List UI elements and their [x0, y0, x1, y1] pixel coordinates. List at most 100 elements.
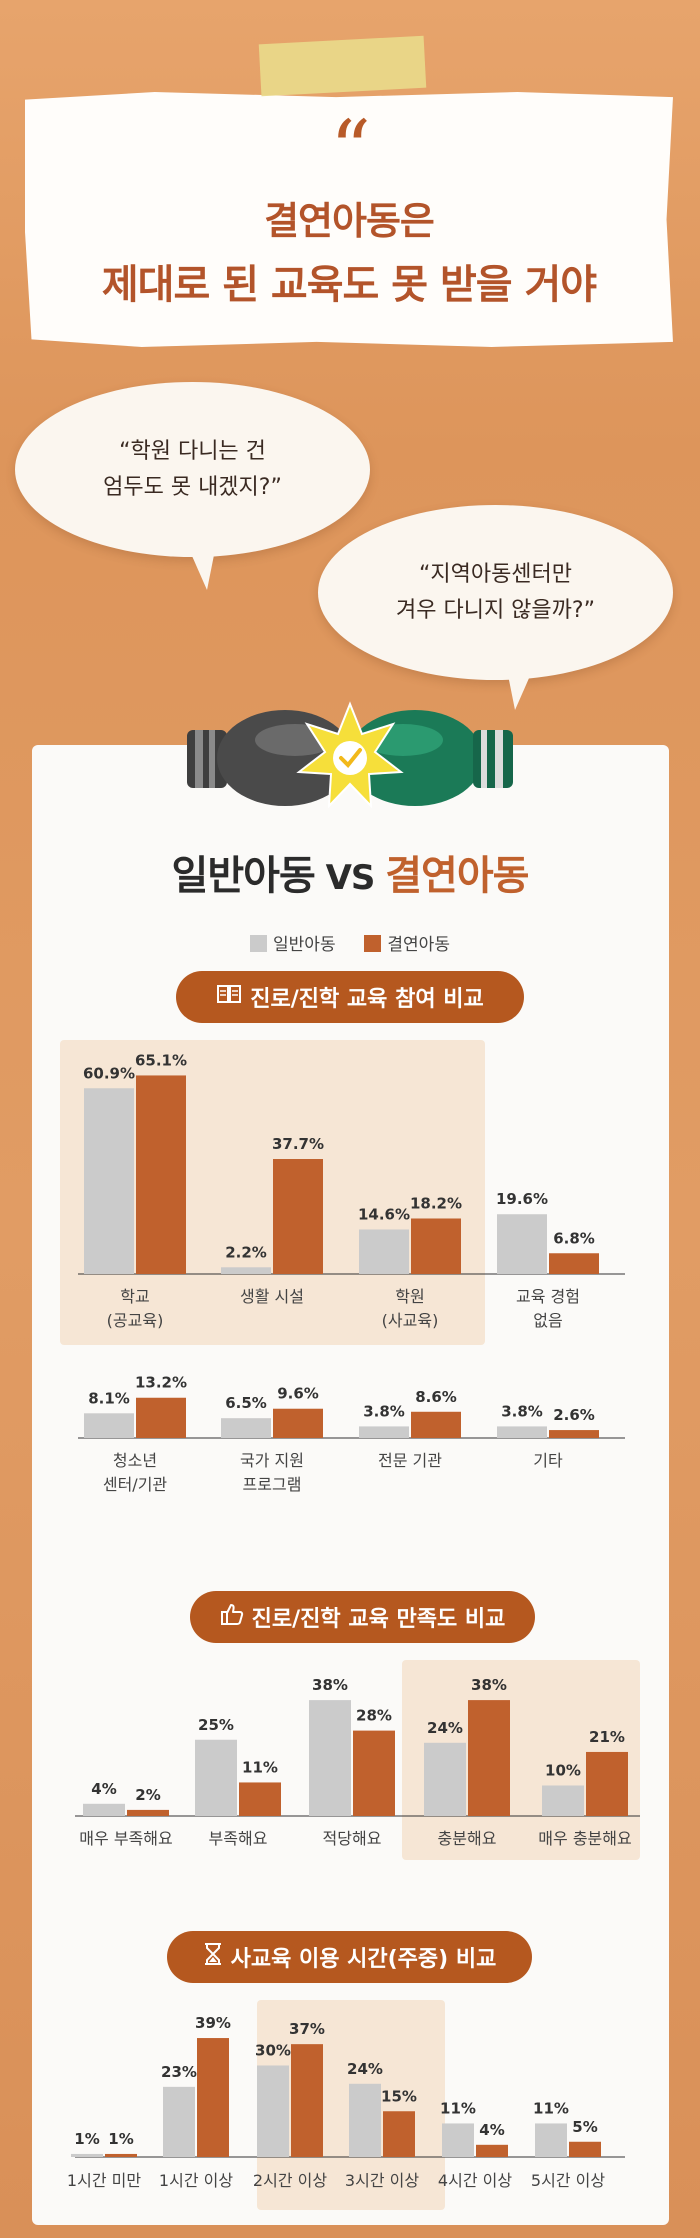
data-label-sponsored: 5% — [572, 2118, 597, 2136]
data-label-general: 3.8% — [501, 1402, 543, 1420]
section-pill-participation: 진로/진학 교육 참여 비교 — [176, 971, 524, 1023]
bar-general — [535, 2123, 567, 2157]
bubble-2-line-1: “지역아동센터만 — [418, 561, 573, 587]
bar-general — [497, 1214, 547, 1274]
data-label-sponsored: 65.1% — [135, 1051, 187, 1069]
data-label-general: 14.6% — [358, 1205, 410, 1223]
bar-sponsored — [468, 1700, 510, 1816]
bar-general — [221, 1418, 271, 1438]
data-label-general: 25% — [198, 1716, 234, 1734]
bar-general — [359, 1229, 409, 1274]
data-label-general: 11% — [533, 2099, 569, 2117]
data-label-sponsored: 1% — [108, 2130, 133, 2148]
bar-sponsored — [411, 1218, 461, 1274]
bubble-1-line-2: 엄두도 못 내겠지?” — [103, 474, 282, 500]
legend-item-sponsored: 결연아동 — [364, 935, 450, 955]
data-label-general: 30% — [255, 2042, 291, 2060]
category-label: 교육 경험 — [516, 1287, 580, 1306]
section-title-participation: 진로/진학 교육 참여 비교 — [250, 987, 484, 1012]
category-label: 부족해요 — [209, 1829, 268, 1848]
bar-sponsored — [586, 1751, 628, 1816]
bar-sponsored — [273, 1408, 323, 1438]
category-label: 센터/기관 — [103, 1475, 168, 1494]
category-label: 없음 — [533, 1311, 562, 1330]
data-label-sponsored: 9.6% — [277, 1385, 319, 1403]
category-label: 생활 시설 — [240, 1287, 304, 1306]
bar-general — [71, 2153, 103, 2157]
bar-sponsored — [353, 1730, 395, 1816]
data-label-sponsored: 6.8% — [553, 1229, 595, 1247]
section-pill-satisfaction: 진로/진학 교육 만족도 비교 — [190, 1591, 535, 1643]
data-label-general: 3.8% — [363, 1402, 405, 1420]
data-label-sponsored: 13.2% — [135, 1374, 187, 1392]
category-label: 3시간 이상 — [345, 2171, 419, 2190]
speech-bubble-1: “학원 다니는 건 엄두도 못 내겠지?” — [15, 382, 370, 557]
bar-sponsored — [476, 2144, 508, 2157]
category-label: 국가 지원 — [240, 1451, 304, 1470]
bar-general — [195, 1739, 237, 1816]
bar-general — [542, 1785, 584, 1816]
category-label: 학교 — [120, 1287, 149, 1306]
category-label: 학원 — [395, 1287, 424, 1306]
data-label-sponsored: 28% — [356, 1707, 392, 1725]
bar-sponsored — [136, 1397, 186, 1438]
bar-sponsored — [136, 1075, 186, 1274]
bar-sponsored — [273, 1159, 323, 1274]
data-label-general: 11% — [440, 2099, 476, 2117]
title-line-2: 제대로 된 교육도 못 받을 거야 — [101, 262, 597, 308]
data-label-general: 19.6% — [496, 1190, 548, 1208]
bar-sponsored — [197, 2038, 229, 2157]
bar-sponsored — [291, 2044, 323, 2157]
data-label-sponsored: 11% — [242, 1758, 278, 1776]
bubble-2-tail — [505, 660, 537, 710]
thumbs-up-icon — [220, 1602, 244, 1632]
section-title-satisfaction: 진로/진학 교육 만족도 비교 — [251, 1607, 506, 1632]
data-label-general: 8.1% — [88, 1389, 130, 1407]
data-label-general: 60.9% — [83, 1064, 135, 1082]
bar-general — [497, 1426, 547, 1438]
title-line-1: 결연아동은 — [264, 199, 435, 243]
data-label-sponsored: 2% — [135, 1786, 160, 1804]
bar-sponsored — [411, 1411, 461, 1438]
data-label-sponsored: 38% — [471, 1676, 507, 1694]
data-label-general: 38% — [312, 1676, 348, 1694]
bubble-1-tail — [185, 540, 217, 590]
comparison-vs-label: VS — [314, 858, 386, 898]
category-label: 충분해요 — [438, 1829, 497, 1848]
legend-label-general: 일반아동 — [273, 935, 336, 955]
category-label: (공교육) — [107, 1311, 164, 1330]
data-label-general: 2.2% — [225, 1243, 267, 1261]
data-label-sponsored: 21% — [589, 1728, 625, 1746]
data-label-general: 10% — [545, 1762, 581, 1780]
bar-general — [442, 2123, 474, 2157]
data-label-sponsored: 2.6% — [553, 1406, 595, 1424]
data-label-general: 4% — [91, 1780, 116, 1798]
bar-general — [349, 2083, 381, 2157]
data-label-sponsored: 8.6% — [415, 1388, 457, 1406]
category-label: 5시간 이상 — [531, 2171, 605, 2190]
category-label: 매우 충분해요 — [538, 1829, 631, 1848]
bar-general — [359, 1426, 409, 1438]
bar-general — [84, 1088, 134, 1274]
bubble-1-line-1: “학원 다니는 건 — [119, 438, 266, 464]
category-label: 적당해요 — [323, 1829, 382, 1848]
category-label: 4시간 이상 — [438, 2171, 512, 2190]
data-label-sponsored: 39% — [195, 2014, 231, 2032]
category-label: 1시간 이상 — [159, 2171, 233, 2190]
legend-swatch-general — [250, 935, 268, 952]
category-label: 전문 기관 — [378, 1451, 442, 1470]
data-label-sponsored: 4% — [479, 2121, 504, 2139]
data-label-general: 24% — [347, 2060, 383, 2078]
bubble-2-line-2: 겨우 다니지 않을까?” — [396, 597, 595, 623]
category-label: (사교육) — [382, 1311, 439, 1330]
data-label-sponsored: 18.2% — [410, 1194, 462, 1212]
boxing-gloves-illustration — [187, 701, 513, 809]
category-label: 프로그램 — [243, 1475, 302, 1494]
bar-sponsored — [127, 1809, 169, 1816]
category-label: 2시간 이상 — [253, 2171, 327, 2190]
bar-sponsored — [105, 2153, 137, 2157]
hourglass-icon — [203, 1942, 223, 1972]
data-label-sponsored: 37% — [289, 2020, 325, 2038]
bar-general — [221, 1267, 271, 1274]
